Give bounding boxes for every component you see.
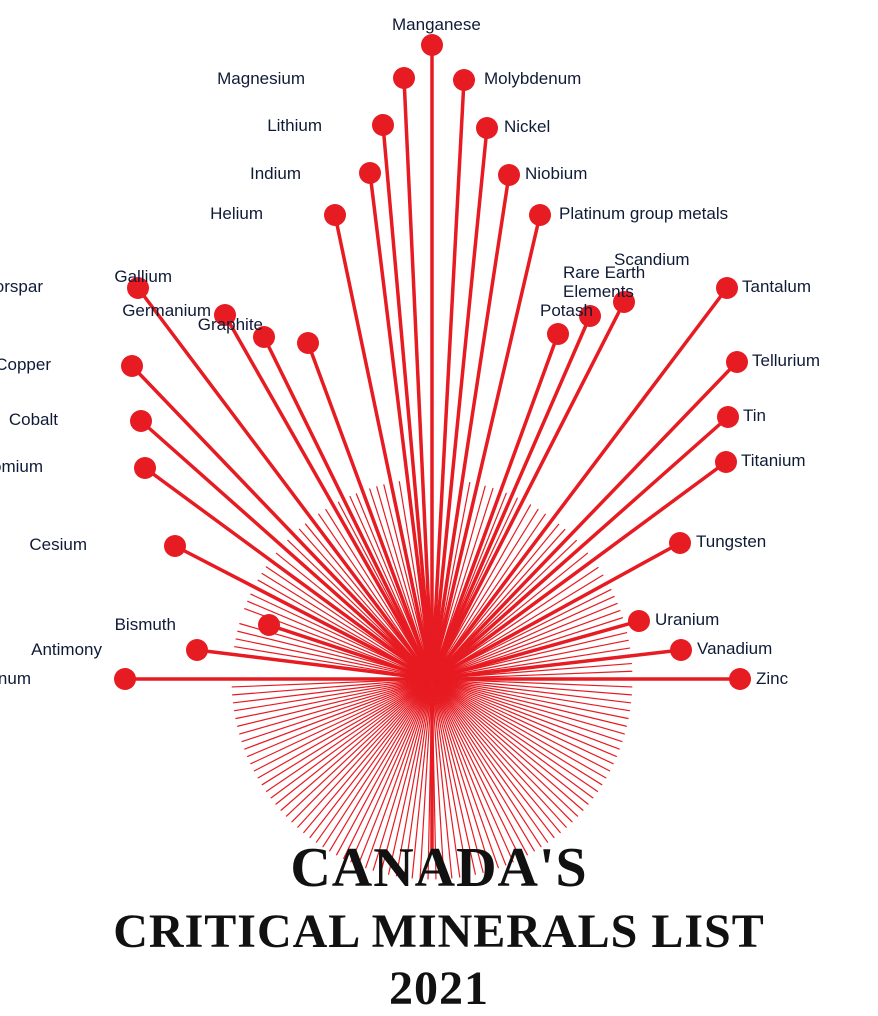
mineral-label: Cobalt	[9, 411, 58, 430]
mineral-label: Titanium	[741, 452, 806, 471]
minerals-radial-diagram: AluminumAntimony Bismuth Cesium Chromium Cob…	[0, 0, 878, 1000]
mineral-label: Indium	[250, 165, 301, 184]
mineral-label: Molybdenum	[484, 70, 581, 89]
mineral-label: Lithium	[267, 117, 322, 136]
mineral-label: Magnesium	[217, 70, 305, 89]
mineral-label: Vanadium	[697, 640, 772, 659]
title-block: CANADA'S CRITICAL MINERALS LIST 2021	[0, 836, 878, 1016]
mineral-label: Zinc	[756, 670, 788, 689]
mineral-label: Gallium	[114, 268, 172, 287]
mineral-label: Chromium	[0, 458, 43, 477]
mineral-label: Tellurium	[752, 352, 820, 371]
mineral-label: Potash	[540, 302, 593, 321]
title-line-1: CANADA'S	[0, 836, 878, 900]
mineral-label: Copper	[0, 356, 51, 375]
mineral-label: Uranium	[655, 611, 719, 630]
mineral-label: Tin	[743, 407, 766, 426]
mineral-label: Helium	[210, 205, 263, 224]
mineral-label: Aluminum	[0, 670, 31, 689]
title-line-2: CRITICAL MINERALS LIST	[0, 904, 878, 959]
mineral-label: Nickel	[504, 118, 550, 137]
mineral-label: Cesium	[29, 536, 87, 555]
mineral-label: Antimony	[31, 641, 102, 660]
mineral-label: Fluorspar	[0, 278, 43, 297]
title-line-3: 2021	[0, 961, 878, 1016]
mineral-label: Niobium	[525, 165, 587, 184]
mineral-label: Bismuth	[115, 616, 176, 635]
mineral-label: Graphite	[198, 316, 263, 335]
mineral-label: Manganese	[392, 16, 481, 35]
mineral-label: Scandium	[614, 251, 690, 270]
mineral-label: Tungsten	[696, 533, 766, 552]
mineral-label: Tantalum	[742, 278, 811, 297]
mineral-label: Platinum group metals	[559, 205, 728, 224]
